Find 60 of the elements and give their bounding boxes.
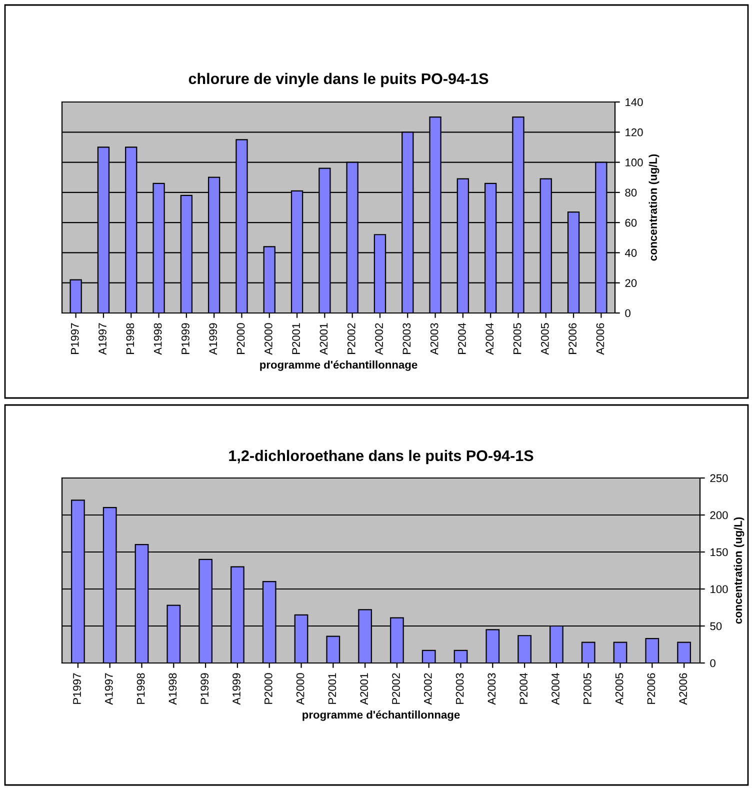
x-tick-label: A2000 [296,673,304,705]
x-tick-label: P1998 [126,323,134,354]
x-tick-label: A2001 [320,323,328,355]
y-tick-label: 140 [626,98,643,106]
y-tick-label: 60 [625,218,637,227]
chart-title: 1,2-dichloroethane dans le puits PO-94-1S [229,450,534,464]
x-tick-label: A2003 [430,323,438,355]
y-tick-label: 40 [624,248,637,257]
x-tick-label: P2001 [292,323,300,354]
x-tick-label: P2006 [568,323,577,354]
y-tick-label: 0 [710,659,716,668]
y-tick-label: 100 [710,585,728,594]
x-tick-label: P1999 [200,673,209,704]
x-tick-label: A2001 [360,673,368,705]
x-tick-label: P2003 [456,673,464,704]
x-axis-title: programme d'échantillonnage [260,360,418,371]
y-axis-title: concentration (ug/L) [734,517,744,624]
x-tick-label: P2004 [520,673,528,704]
x-tick-label: A2003 [488,673,496,705]
y-tick-label: 0 [625,309,630,318]
x-tick-label: P2006 [647,673,656,704]
x-tick-label: P1998 [136,673,145,704]
x-tick-label: A1998 [154,323,162,355]
y-tick-label: 50 [710,622,722,630]
x-tick-label: A2002 [375,323,383,355]
y-tick-label: 200 [710,511,728,520]
x-tick-label: A2006 [679,673,688,705]
x-tick-label: P2005 [513,323,522,354]
x-tick-label: P2000 [236,323,245,354]
x-tick-label: A2005 [615,673,624,705]
x-tick-label: P2002 [347,323,356,354]
y-tick-label: 100 [626,158,643,166]
x-tick-label: P2004 [458,323,466,354]
x-tick-label: P2002 [392,673,400,704]
x-tick-label: A2000 [264,323,272,355]
x-tick-label: P1997 [70,323,79,354]
x-tick-label: A2004 [486,323,494,355]
y-tick-label: 80 [625,188,637,197]
x-tick-label: A1998 [168,673,177,705]
x-tick-label: A2005 [540,323,549,355]
chart-title: chlorure de vinyle dans le puits PO-94-1S [188,72,488,88]
y-tick-label: 120 [626,128,643,136]
x-tick-label: A1997 [98,323,106,355]
y-tick-label: 150 [710,548,728,556]
x-tick-label: P2003 [402,323,411,354]
x-tick-label: A1999 [232,673,240,705]
x-tick-label: A1999 [209,323,218,355]
x-tick-label: P1997 [73,673,81,704]
x-tick-label: A1997 [104,673,113,705]
x-tick-label: A2002 [424,673,432,705]
x-tick-label: P2005 [583,673,592,704]
x-tick-label: P2000 [264,673,272,704]
x-tick-label: P2001 [328,673,336,704]
y-tick-label: 20 [625,279,637,287]
x-tick-label: A2004 [552,673,560,705]
x-axis-title: programme d'échantillonnage [302,710,460,721]
y-tick-label: 250 [710,474,728,482]
x-tick-label: A2006 [596,323,604,355]
x-tick-label: P1999 [182,323,190,354]
y-axis-title: concentration (ug/L) [648,154,660,261]
